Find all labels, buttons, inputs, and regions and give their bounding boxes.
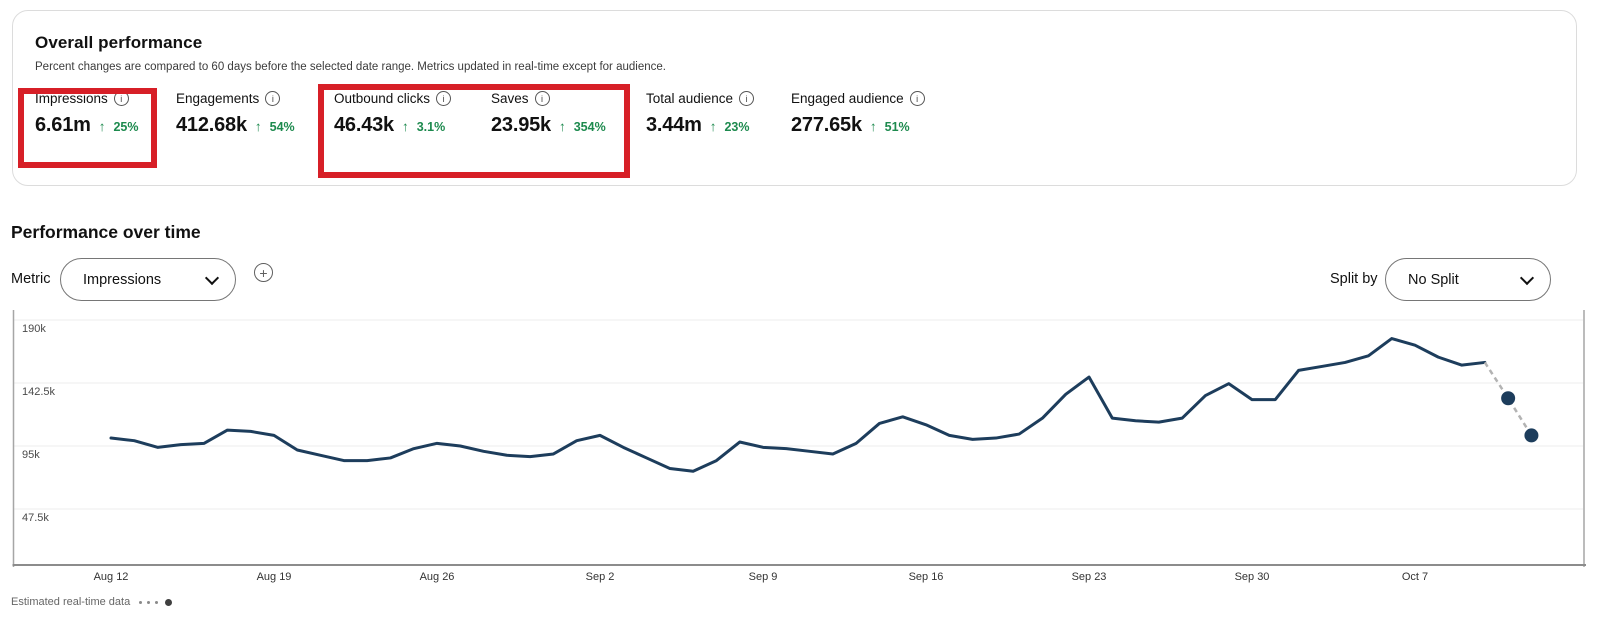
overall-performance-card: Overall performance Percent changes are … (12, 10, 1577, 186)
metric-value: 3.44m (646, 114, 702, 136)
info-icon[interactable]: i (534, 91, 550, 106)
metric-value: 277.65k (791, 114, 862, 136)
metric-change: 354% (573, 120, 606, 134)
metric-value: 46.43k (334, 114, 394, 136)
up-arrow-icon: ↑ (709, 119, 717, 134)
metric-value: 412.68k (176, 114, 247, 136)
plus-icon: + (259, 264, 268, 281)
x-axis-tick-label: Aug 19 (256, 571, 292, 583)
metric-label: Engagements (176, 91, 260, 106)
legend-dash-dot-icon (155, 600, 159, 604)
metric-change: 25% (113, 120, 139, 134)
legend-dash-dot-icon (147, 600, 151, 604)
y-axis-tick-label: 190k (22, 323, 46, 335)
metric-engagements: Engagements i 412.68k ↑ 54% (176, 91, 295, 137)
y-axis-tick-label: 47.5k (22, 512, 49, 524)
up-arrow-icon: ↑ (869, 119, 877, 134)
up-arrow-icon: ↑ (254, 119, 262, 134)
x-axis-tick-label: Aug 26 (419, 571, 455, 583)
metric-value: 23.95k (491, 114, 551, 136)
metric-outbound-clicks: Outbound clicks i 46.43k ↑ 3.1% (334, 91, 452, 137)
metric-dropdown-label: Metric (11, 271, 51, 287)
overall-performance-title: Overall performance (35, 33, 203, 52)
chevron-down-icon (204, 270, 220, 285)
metric-value: 6.61m (35, 114, 91, 136)
metric-label: Saves (491, 91, 529, 106)
x-axis-tick-label: Aug 12 (93, 571, 129, 583)
metric-label: Total audience (646, 91, 734, 106)
metric-label: Outbound clicks (334, 91, 431, 106)
chart-estimated-point (1501, 391, 1516, 406)
split-by-dropdown-value: No Split (1408, 271, 1459, 288)
x-axis-tick-label: Sep 16 (908, 571, 944, 583)
split-by-dropdown[interactable]: No Split (1385, 258, 1551, 301)
annotation-box-impressions (18, 88, 157, 168)
info-icon[interactable]: i (436, 91, 452, 106)
metric-saves: Saves i 23.95k ↑ 354% (491, 91, 606, 137)
metric-total-audience: Total audience i 3.44m ↑ 23% (646, 91, 755, 137)
estimated-data-legend-label: Estimated real-time data (11, 596, 131, 608)
info-icon[interactable]: i (739, 91, 755, 106)
metric-label: Impressions (35, 91, 108, 106)
metric-dropdown-value: Impressions (83, 271, 162, 288)
metric-impressions: Impressions i 6.61m ↑ 25% (35, 91, 139, 137)
x-axis-tick-label: Sep 9 (748, 571, 778, 583)
up-arrow-icon: ↑ (98, 119, 106, 134)
x-axis-tick-label: Sep 30 (1234, 571, 1270, 583)
legend-estimated-point-icon (165, 598, 173, 606)
metric-dropdown[interactable]: Impressions (60, 258, 236, 301)
up-arrow-icon: ↑ (558, 119, 566, 134)
estimated-data-legend: Estimated real-time data (11, 596, 173, 608)
up-arrow-icon: ↑ (401, 119, 409, 134)
info-icon[interactable]: i (909, 91, 925, 106)
performance-chart: 190k 142.5k 95k 47.5k Aug 12 Aug 19 Aug 26 Sep … (0, 305, 1600, 600)
overall-performance-subtitle: Percent changes are compared to 60 days … (35, 61, 666, 73)
x-axis-tick-label: Sep 2 (585, 571, 615, 583)
info-icon[interactable]: i (265, 91, 281, 106)
chevron-down-icon (1519, 270, 1535, 285)
chart-canvas (12, 310, 1586, 567)
y-axis-tick-label: 95k (22, 449, 40, 461)
x-axis-tick-label: Sep 23 (1071, 571, 1107, 583)
metric-change: 54% (269, 120, 295, 134)
metric-change: 23% (724, 120, 750, 134)
add-metric-button[interactable]: + (254, 263, 273, 282)
metric-change: 51% (884, 120, 910, 134)
split-by-label: Split by (1330, 271, 1378, 287)
x-axis-tick-label: Oct 7 (1401, 571, 1429, 583)
metric-engaged-audience: Engaged audience i 277.65k ↑ 51% (791, 91, 925, 137)
annotation-box-outbound-clicks-saves (318, 84, 630, 178)
chart-line-impressions (109, 337, 1487, 473)
y-axis-tick-label: 142.5k (22, 386, 56, 398)
chart-estimated-point (1524, 428, 1539, 443)
metric-change: 3.1% (416, 120, 446, 134)
legend-dash-dot-icon (139, 600, 143, 604)
metric-label: Engaged audience (791, 91, 904, 106)
performance-over-time-title: Performance over time (11, 222, 201, 242)
